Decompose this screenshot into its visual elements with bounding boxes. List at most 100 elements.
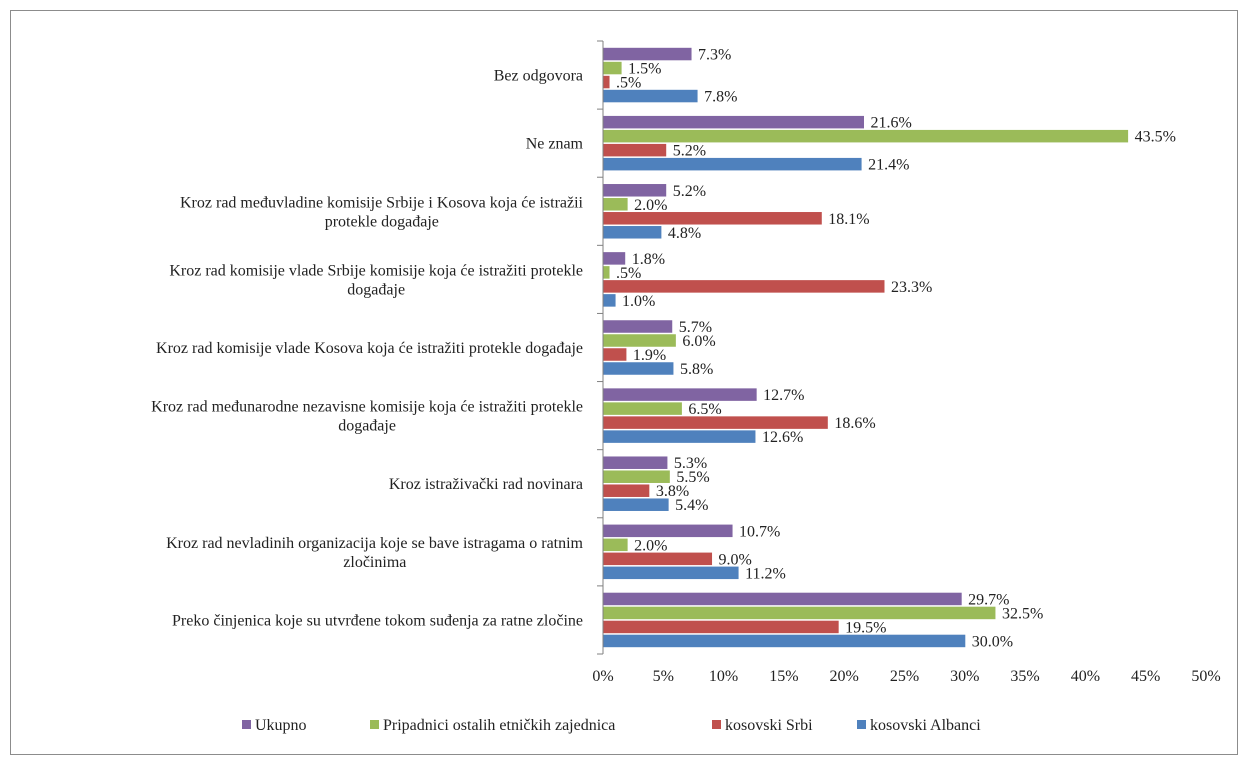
bar [603, 566, 739, 580]
bar [603, 552, 713, 566]
bar [603, 524, 733, 538]
legend-item: kosovski Albanci [857, 717, 981, 734]
data-label: 4.8% [668, 225, 701, 242]
bar [603, 89, 698, 103]
legend-swatch [712, 720, 721, 729]
data-label: 1.8% [632, 251, 665, 268]
category-label: Kroz rad komisije vlade Srbije komisije … [169, 262, 583, 279]
x-tick-label: 45% [1131, 668, 1160, 685]
category-label: Kroz rad komisije vlade Kosova koja će i… [156, 340, 583, 357]
data-label: 11.2% [745, 565, 786, 582]
bar [603, 348, 627, 361]
category-label: Preko činjenica koje su utvrđene tokom s… [172, 612, 583, 629]
bar [603, 592, 962, 606]
data-label: 10.7% [739, 523, 780, 540]
category-label: Kroz rad međuvladine komisije Srbije i K… [180, 194, 584, 211]
bar [603, 157, 862, 171]
legend-swatch [370, 720, 379, 729]
bar [603, 47, 692, 61]
bar [603, 320, 673, 333]
data-label: 5.8% [680, 361, 713, 378]
bar [603, 470, 670, 483]
x-tick-label: 10% [709, 668, 738, 685]
data-label: 6.0% [682, 333, 715, 350]
x-tick-label: 30% [950, 668, 979, 685]
category-label: zločinima [343, 554, 406, 571]
bar [603, 334, 676, 347]
category-label: događaje [347, 281, 405, 298]
x-tick-label: 0% [592, 668, 613, 685]
data-label: 9.0% [719, 551, 752, 568]
bar [603, 538, 628, 552]
category-label: Kroz istraživački rad novinara [389, 476, 583, 493]
data-label: 6.5% [688, 401, 721, 418]
category-label: Bez odgovora [494, 68, 583, 85]
legend-item: Ukupno [242, 717, 307, 734]
data-labels: 7.3%1.5%.5%7.8%21.6%43.5%5.2%21.4%5.2%2.… [616, 47, 1176, 651]
legend-label: kosovski Albanci [870, 717, 981, 734]
category-label: protekle događaje [325, 213, 439, 230]
data-label: 7.8% [704, 89, 737, 106]
data-label: 2.0% [634, 197, 667, 214]
x-tick-label: 35% [1010, 668, 1039, 685]
legend-label: kosovski Srbi [725, 717, 813, 734]
bar [603, 634, 966, 648]
bar [603, 226, 662, 239]
bar [603, 362, 674, 375]
bar [603, 606, 996, 620]
data-label: 5.2% [673, 143, 706, 160]
bar [603, 294, 616, 307]
bar [603, 430, 756, 443]
legend: Ukupno Pripadnici ostalih etničkih zajedn… [242, 717, 981, 734]
x-tick-label: 40% [1071, 668, 1100, 685]
bar [603, 143, 667, 157]
data-label: 18.1% [828, 211, 869, 228]
legend-swatch [857, 720, 866, 729]
x-tick-label: 25% [890, 668, 919, 685]
data-label: 23.3% [891, 279, 932, 296]
bar [603, 484, 650, 497]
data-label: 5.3% [674, 455, 707, 472]
x-tick-label: 5% [653, 668, 674, 685]
data-label: 5.5% [676, 469, 709, 486]
bar [603, 252, 626, 265]
data-label: 29.7% [968, 591, 1009, 608]
data-label: 32.5% [1002, 605, 1043, 622]
bar [603, 456, 668, 469]
data-label: 18.6% [834, 415, 875, 432]
data-label: .5% [616, 75, 641, 92]
category-label: Kroz rad međunarodne nezavisne komisije … [151, 399, 583, 416]
data-label: 12.6% [762, 429, 803, 446]
data-label: 21.6% [870, 115, 911, 132]
data-label: 1.0% [622, 293, 655, 310]
legend-label: Pripadnici ostalih etničkih zajednica [383, 717, 615, 734]
legend-swatch [242, 720, 251, 729]
data-label: 5.2% [673, 183, 706, 200]
bar [603, 402, 682, 415]
x-tick-label: 15% [769, 668, 798, 685]
x-tick-label: 20% [830, 668, 859, 685]
bar [603, 198, 628, 211]
bar [603, 416, 828, 429]
category-label: događaje [338, 418, 396, 435]
bar [603, 266, 610, 279]
data-label: 5.4% [675, 497, 708, 514]
legend-item: kosovski Srbi [712, 717, 813, 734]
data-label: 7.3% [698, 47, 731, 64]
bar [603, 129, 1129, 143]
bar [603, 212, 822, 225]
data-label: 19.5% [845, 619, 886, 636]
data-label: 2.0% [634, 537, 667, 554]
bars [603, 47, 1129, 648]
data-label: 43.5% [1135, 129, 1176, 146]
data-label: 5.7% [679, 319, 712, 336]
category-label: Ne znam [526, 136, 584, 153]
bar [603, 498, 669, 511]
bar [603, 620, 839, 634]
data-label: 21.4% [868, 157, 909, 174]
bar [603, 75, 610, 89]
data-label: 30.0% [972, 633, 1013, 650]
axes [597, 40, 604, 655]
legend-item: Pripadnici ostalih etničkih zajednica [370, 717, 615, 734]
data-label: .5% [616, 265, 641, 282]
